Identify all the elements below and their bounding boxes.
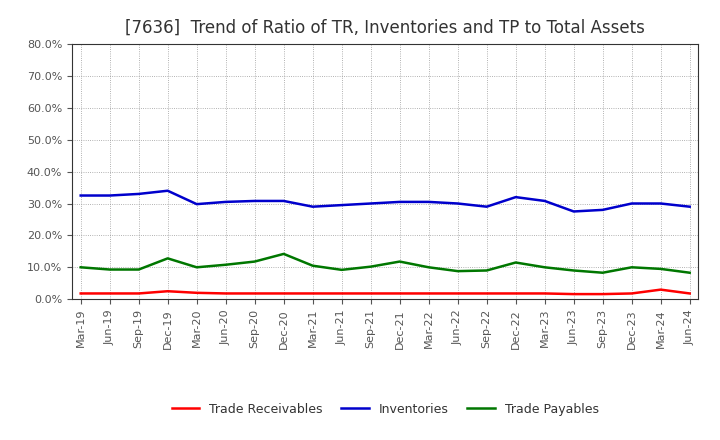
Trade Payables: [627, 265, 636, 270]
Trade Receivables: [163, 289, 172, 294]
Trade Payables: [541, 265, 549, 270]
Inventories: [221, 199, 230, 205]
Trade Payables: [221, 262, 230, 268]
Trade Payables: [657, 266, 665, 271]
Trade Receivables: [454, 291, 462, 296]
Trade Payables: [251, 259, 259, 264]
Legend: Trade Receivables, Inventories, Trade Payables: Trade Receivables, Inventories, Trade Pa…: [166, 398, 604, 421]
Trade Receivables: [511, 291, 520, 296]
Trade Payables: [163, 256, 172, 261]
Trade Payables: [338, 267, 346, 272]
Trade Receivables: [251, 291, 259, 296]
Inventories: [105, 193, 114, 198]
Trade Payables: [135, 267, 143, 272]
Line: Trade Receivables: Trade Receivables: [81, 290, 690, 294]
Trade Receivables: [685, 291, 694, 296]
Trade Receivables: [395, 291, 404, 296]
Trade Payables: [192, 265, 201, 270]
Trade Receivables: [279, 291, 288, 296]
Inventories: [424, 199, 433, 205]
Inventories: [279, 198, 288, 204]
Trade Receivables: [221, 291, 230, 296]
Trade Payables: [105, 267, 114, 272]
Trade Payables: [570, 268, 578, 273]
Inventories: [482, 204, 491, 209]
Inventories: [251, 198, 259, 204]
Trade Payables: [454, 268, 462, 274]
Inventories: [454, 201, 462, 206]
Trade Receivables: [424, 291, 433, 296]
Inventories: [598, 207, 607, 213]
Trade Receivables: [192, 290, 201, 296]
Trade Payables: [685, 270, 694, 275]
Trade Payables: [482, 268, 491, 273]
Inventories: [570, 209, 578, 214]
Trade Receivables: [657, 287, 665, 292]
Inventories: [627, 201, 636, 206]
Trade Receivables: [570, 291, 578, 297]
Trade Payables: [424, 265, 433, 270]
Inventories: [308, 204, 317, 209]
Inventories: [135, 191, 143, 197]
Trade Receivables: [135, 291, 143, 296]
Trade Receivables: [541, 291, 549, 296]
Trade Payables: [395, 259, 404, 264]
Inventories: [338, 202, 346, 208]
Trade Payables: [366, 264, 375, 269]
Trade Receivables: [482, 291, 491, 296]
Inventories: [366, 201, 375, 206]
Line: Inventories: Inventories: [81, 191, 690, 212]
Trade Receivables: [598, 291, 607, 297]
Inventories: [511, 194, 520, 200]
Trade Payables: [279, 251, 288, 257]
Inventories: [541, 198, 549, 204]
Trade Payables: [511, 260, 520, 265]
Inventories: [76, 193, 85, 198]
Trade Receivables: [308, 291, 317, 296]
Inventories: [163, 188, 172, 193]
Inventories: [192, 202, 201, 207]
Trade Receivables: [105, 291, 114, 296]
Trade Payables: [76, 265, 85, 270]
Trade Receivables: [76, 291, 85, 296]
Trade Receivables: [627, 291, 636, 296]
Trade Receivables: [366, 291, 375, 296]
Line: Trade Payables: Trade Payables: [81, 254, 690, 273]
Inventories: [657, 201, 665, 206]
Trade Payables: [598, 270, 607, 275]
Trade Payables: [308, 263, 317, 268]
Inventories: [685, 204, 694, 209]
Title: [7636]  Trend of Ratio of TR, Inventories and TP to Total Assets: [7636] Trend of Ratio of TR, Inventories…: [125, 19, 645, 37]
Trade Receivables: [338, 291, 346, 296]
Inventories: [395, 199, 404, 205]
